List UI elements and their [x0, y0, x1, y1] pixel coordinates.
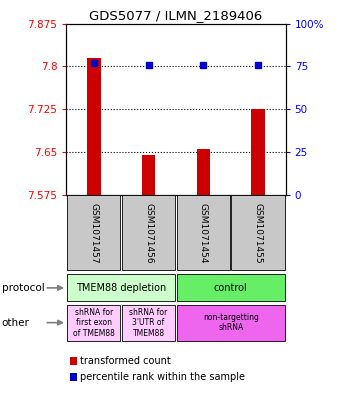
Bar — [122, 195, 175, 270]
Text: TMEM88 depletion: TMEM88 depletion — [76, 283, 166, 293]
Text: GSM1071455: GSM1071455 — [254, 202, 263, 263]
Bar — [232, 195, 285, 270]
Text: shRNA for
3'UTR of
TMEM88: shRNA for 3'UTR of TMEM88 — [130, 308, 168, 338]
Text: transformed count: transformed count — [80, 356, 171, 366]
Bar — [176, 195, 230, 270]
Title: GDS5077 / ILMN_2189406: GDS5077 / ILMN_2189406 — [89, 9, 262, 22]
Bar — [197, 149, 210, 195]
Bar — [176, 305, 285, 341]
Bar — [67, 274, 175, 301]
Bar — [142, 155, 155, 195]
Text: shRNA for
first exon
of TMEM88: shRNA for first exon of TMEM88 — [73, 308, 115, 338]
Bar — [67, 305, 120, 341]
Bar — [176, 274, 285, 301]
Text: non-targetting
shRNA: non-targetting shRNA — [203, 313, 259, 332]
Text: GSM1071454: GSM1071454 — [199, 203, 208, 263]
Bar — [87, 58, 101, 195]
Bar — [67, 195, 120, 270]
Text: control: control — [214, 283, 248, 293]
Text: other: other — [2, 318, 30, 328]
Text: protocol: protocol — [2, 283, 45, 293]
Bar — [251, 109, 265, 195]
Text: GSM1071457: GSM1071457 — [89, 202, 98, 263]
Text: GSM1071456: GSM1071456 — [144, 202, 153, 263]
Text: percentile rank within the sample: percentile rank within the sample — [80, 372, 245, 382]
Bar — [122, 305, 175, 341]
